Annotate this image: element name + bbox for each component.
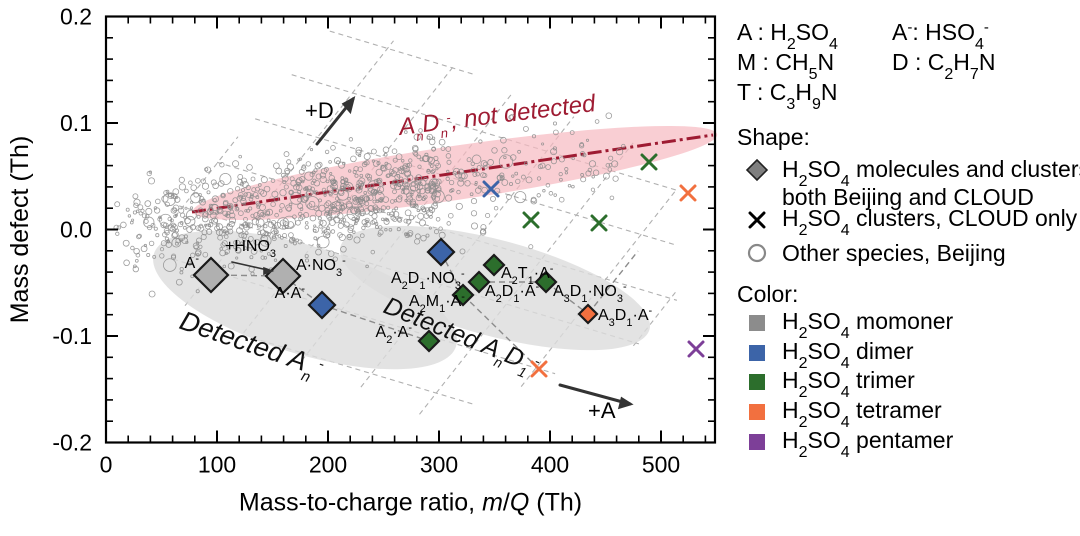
svg-text:H2SO4 tetramer: H2SO4 tetramer bbox=[782, 397, 942, 431]
svg-text:A·A-: A·A- bbox=[275, 283, 306, 302]
svg-text:A-: HSO4-: A-: HSO4- bbox=[892, 19, 989, 53]
svg-text:Mass defect (Th): Mass defect (Th) bbox=[6, 136, 34, 324]
svg-text:M : CH5N: M : CH5N bbox=[737, 49, 834, 83]
svg-text:H2SO4 clusters, CLOUD only: H2SO4 clusters, CLOUD only bbox=[782, 205, 1078, 239]
svg-text:200: 200 bbox=[309, 452, 347, 478]
svg-text:Other species, Beijing: Other species, Beijing bbox=[782, 240, 1006, 266]
svg-text:400: 400 bbox=[531, 452, 569, 478]
svg-text:T : C3H9N: T : C3H9N bbox=[737, 79, 837, 113]
svg-text:D : C2H7N: D : C2H7N bbox=[892, 49, 995, 83]
svg-text:500: 500 bbox=[642, 452, 680, 478]
svg-text:Shape:: Shape: bbox=[737, 124, 810, 150]
svg-text:Mass-to-charge ratio, m/Q (Th): Mass-to-charge ratio, m/Q (Th) bbox=[239, 489, 582, 517]
svg-text:H2SO4 trimer: H2SO4 trimer bbox=[782, 367, 915, 401]
svg-text:A : H2SO4: A : H2SO4 bbox=[737, 19, 838, 53]
svg-text:0.2: 0.2 bbox=[60, 4, 92, 30]
svg-text:H2SO4 pentamer: H2SO4 pentamer bbox=[782, 427, 954, 461]
svg-text:Color:: Color: bbox=[737, 281, 798, 307]
svg-text:0.0: 0.0 bbox=[60, 217, 92, 243]
svg-text:H2SO4 momoner: H2SO4 momoner bbox=[782, 308, 954, 342]
svg-text:0.1: 0.1 bbox=[60, 110, 92, 136]
svg-text:0: 0 bbox=[100, 452, 113, 478]
svg-text:-0.2: -0.2 bbox=[52, 430, 92, 456]
svg-text:+A: +A bbox=[588, 398, 616, 423]
svg-text:+D: +D bbox=[305, 98, 334, 123]
svg-text:-0.1: -0.1 bbox=[52, 323, 92, 349]
svg-text:100: 100 bbox=[198, 452, 236, 478]
svg-text:300: 300 bbox=[420, 452, 458, 478]
